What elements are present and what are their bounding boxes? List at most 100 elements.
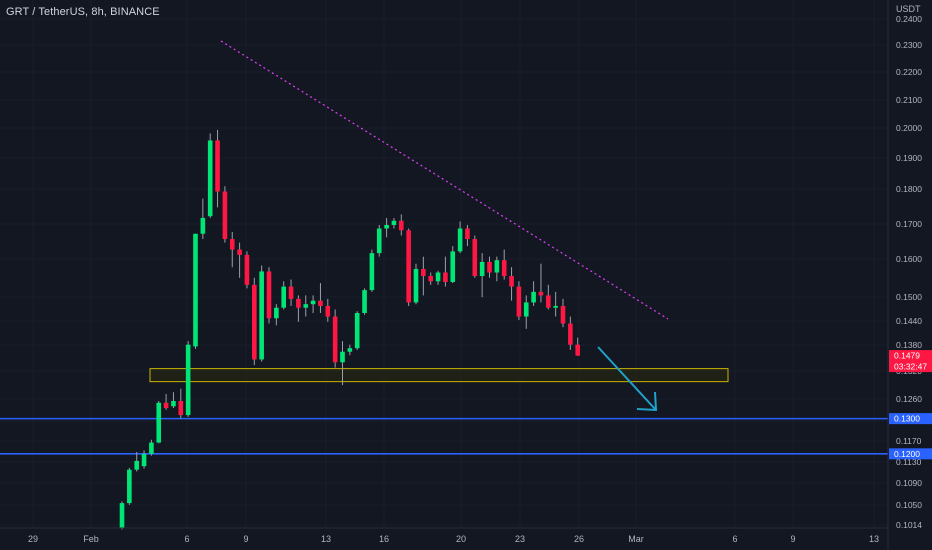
candle-body: [156, 402, 162, 443]
last-price-badge-bg: [889, 350, 932, 373]
candle: [303, 295, 309, 317]
candle: [252, 277, 257, 366]
price-axis[interactable]: 0.2400 0.2300 0.2200 0.2100 0.2000 0.1900 0.18…: [896, 14, 922, 530]
candle: [163, 393, 169, 410]
time-tick-label: 13: [321, 534, 331, 544]
down-arrow-icon[interactable]: [597, 346, 658, 412]
time-tick-label: 26: [574, 534, 584, 544]
candle: [296, 295, 301, 322]
candle-body: [200, 217, 206, 234]
candle-body: [178, 401, 184, 416]
candle-body: [531, 291, 536, 303]
candle-body: [399, 220, 404, 231]
candle-body: [207, 140, 213, 217]
price-tick-label: 0.1090: [896, 478, 922, 488]
candle-body: [354, 312, 360, 349]
candle: [149, 439, 154, 456]
candle-body: [185, 344, 191, 416]
candle-body: [318, 300, 323, 306]
candle-body: [538, 291, 544, 296]
candle-body: [501, 260, 507, 277]
candle-body: [362, 290, 367, 313]
level-price-badge-bg: [889, 448, 932, 460]
candle-body: [266, 271, 272, 319]
candle: [362, 288, 367, 315]
time-tick-label: 16: [379, 534, 389, 544]
candle: [487, 256, 492, 278]
candle-body: [149, 442, 154, 454]
candle-body: [553, 305, 558, 308]
time-tick-label: 6: [184, 534, 189, 544]
candle-body: [134, 460, 139, 470]
candle: [531, 281, 536, 306]
candle: [200, 198, 206, 240]
support-zone[interactable]: [149, 368, 729, 383]
candle: [178, 388, 184, 419]
candle: [318, 283, 323, 313]
candle: [274, 304, 279, 326]
time-tick-label: 20: [456, 534, 466, 544]
price-tick-label: 0.1380: [896, 340, 922, 350]
candle-body: [457, 228, 463, 252]
candle-body: [310, 300, 316, 305]
candle-body: [163, 402, 169, 409]
candle: [288, 279, 294, 306]
candle: [509, 267, 514, 301]
candle: [185, 341, 191, 417]
candle-body: [384, 224, 389, 229]
candle: [340, 341, 345, 386]
candle-body: [119, 503, 125, 528]
candle-body: [406, 230, 411, 303]
price-tick-label: 0.2300: [896, 40, 922, 50]
price-tick-label: 0.1600: [896, 254, 922, 264]
time-tick-label: 9: [243, 534, 248, 544]
candle: [207, 133, 213, 218]
candle-body: [443, 272, 448, 283]
candle: [494, 256, 500, 282]
price-tick-label: 0.2400: [896, 14, 922, 24]
candle-body: [296, 298, 301, 308]
candle-body: [494, 260, 500, 273]
candle: [391, 217, 397, 229]
candle: [413, 263, 419, 305]
time-tick-label: 13: [869, 534, 879, 544]
time-tick-label: 23: [515, 534, 525, 544]
candle: [325, 298, 331, 322]
price-tick-label: 0.1440: [896, 316, 922, 326]
candle: [310, 295, 316, 313]
candle-body: [450, 251, 456, 283]
time-tick-label: 6: [732, 534, 737, 544]
time-axis[interactable]: 29 Feb 6 9 13 16 20 23 26 Mar 6 9 13: [28, 534, 879, 544]
chart-legend: GRT / TetherUS, 8h, BINANCE: [6, 6, 160, 18]
candles: [119, 129, 580, 530]
candle-body: [465, 228, 470, 240]
candle-body: [244, 254, 250, 285]
candle: [428, 272, 433, 285]
candle: [266, 267, 272, 324]
candle-body: [303, 304, 309, 308]
candle-body: [435, 272, 441, 282]
candle-body: [274, 307, 279, 319]
time-tick-label: Mar: [628, 534, 644, 544]
candle: [450, 246, 456, 284]
candle-body: [546, 295, 551, 308]
price-tick-label: 0.2200: [896, 67, 922, 77]
level-price-badge: 0.1300: [894, 414, 920, 424]
candle: [215, 129, 220, 208]
candle: [553, 291, 558, 317]
candle-body: [215, 140, 220, 192]
candle-body: [560, 305, 566, 324]
grid: [0, 0, 888, 528]
price-tick-label: 0.1900: [896, 153, 922, 163]
price-tick-label: 0.1800: [896, 184, 922, 194]
level-price-badge: 0.1200: [894, 449, 920, 459]
price-tick-label: 0.1700: [896, 219, 922, 229]
candle: [443, 256, 448, 287]
candle: [568, 316, 573, 350]
candle: [479, 253, 485, 298]
candle: [501, 249, 507, 280]
candle: [134, 452, 139, 472]
last-price-badge-countdown: 03:32:47: [894, 362, 927, 372]
candle-body: [193, 233, 198, 347]
